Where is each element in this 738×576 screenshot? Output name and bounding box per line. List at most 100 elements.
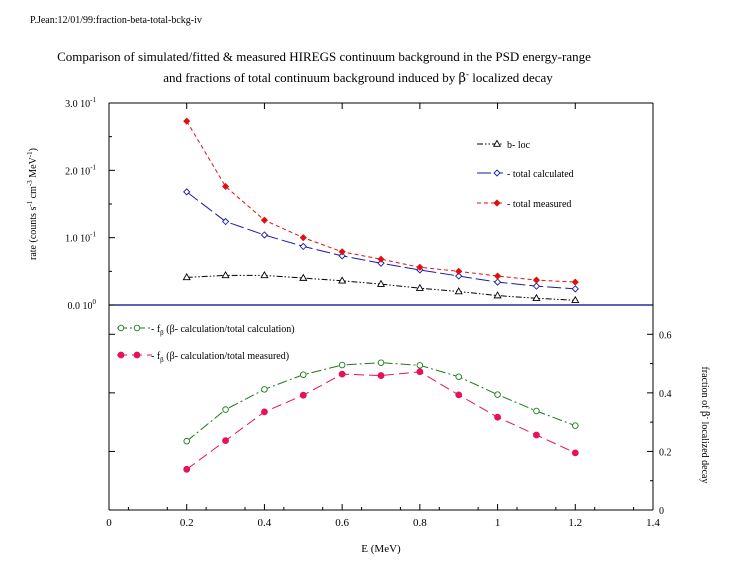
legend-marker	[493, 199, 501, 207]
rate-data-point	[571, 278, 579, 286]
fraction-data-point	[222, 406, 229, 413]
fraction-data-point	[533, 431, 540, 439]
ylabel-right-part-b: localized decay	[699, 419, 710, 483]
fraction-data-point	[377, 359, 385, 366]
rate-data-point	[376, 279, 386, 287]
fraction-data-point	[571, 449, 579, 457]
y-tick-base: 3.0 10	[65, 99, 90, 110]
legend-layer: b- loc - total calculated - total measure…	[117, 139, 574, 364]
ylabel-part-c: MeV	[28, 156, 39, 180]
rate-data-point	[493, 291, 502, 299]
legend-label: b- loc	[507, 140, 531, 151]
legend-marker	[133, 324, 141, 332]
x-tick-label: 0	[106, 517, 112, 529]
legend-label-subscript: β	[160, 356, 164, 364]
chart-title-line-2: and fractions of total continuum backgro…	[163, 69, 553, 86]
fraction-data-point	[416, 368, 424, 376]
ylabel-sup-1: -1	[26, 200, 34, 206]
legend-label-rest: (β- calculation/total measured)	[164, 351, 289, 362]
y-tick-exponent: -1	[90, 163, 96, 171]
ylabel-sup-3: -1	[26, 151, 34, 157]
fraction-data-point	[261, 408, 268, 416]
rate-data-point	[532, 276, 540, 284]
fraction-data-point	[299, 391, 307, 399]
y-tick-exponent: -1	[90, 231, 96, 239]
x-tick-label: 1	[495, 517, 501, 529]
ylabel-part-d: )	[28, 148, 39, 151]
legend-marker	[117, 324, 125, 332]
legend-label-prefix: - f	[151, 351, 161, 362]
fraction-data-point	[261, 386, 268, 393]
rate-data-point	[221, 217, 230, 226]
ylabel-right-beta: β	[699, 411, 710, 417]
fraction-data-point	[377, 372, 385, 379]
ylabel-part-b: cm	[28, 186, 39, 201]
rate-data-point	[377, 255, 385, 263]
rate-data-point	[571, 295, 580, 304]
rate-data-point	[377, 259, 385, 267]
rate-data-point	[455, 272, 463, 280]
legend-marker	[492, 139, 502, 147]
rate-series-line-0	[186, 274, 576, 301]
fraction-data-point	[494, 413, 501, 421]
y-tick-base: 2.0 10	[65, 166, 90, 177]
chart-title-line-1: Comparison of simulated/fitted & measure…	[57, 49, 591, 64]
x-tick-label: 0.6	[335, 517, 349, 529]
ylabel-right-sup: -	[704, 417, 712, 420]
fraction-series-line-0	[186, 362, 576, 442]
rate-data-point	[338, 276, 347, 284]
rate-data-point	[299, 242, 307, 251]
rate-data-point	[182, 272, 191, 281]
fraction-data-point	[222, 437, 229, 444]
title-beta-superscript: -	[466, 69, 469, 79]
legend-label-subscript: β	[160, 329, 164, 337]
fraction-data-point	[300, 371, 307, 378]
plot-frame	[108, 102, 654, 511]
title-line-2-prefix: and fractions of total continuum backgro…	[163, 70, 458, 85]
rate-data-point	[260, 231, 269, 239]
legend-marker	[133, 351, 141, 359]
rate-data-point	[532, 282, 541, 290]
fraction-data-point	[455, 391, 463, 399]
y-tick-base: 0.0 10	[68, 301, 93, 312]
rate-data-point	[260, 270, 269, 279]
ylabel-part-a: rate (counts s	[28, 207, 39, 260]
x-tick-label: 1.2	[568, 517, 582, 529]
fraction-data-point	[455, 373, 462, 381]
y-tick-exponent: 0	[93, 298, 97, 306]
title-beta-symbol: β	[459, 71, 467, 86]
legend-label-rest: (β- calculation/total calculation)	[164, 324, 295, 335]
y-tick-label-right: 0.4	[659, 389, 672, 400]
y-tick-label-right: 0.6	[659, 330, 672, 341]
rate-data-point	[493, 278, 502, 286]
legend-label: - total measured	[507, 199, 571, 210]
fraction-data-point	[533, 407, 540, 415]
y-tick-label-right: 0	[659, 506, 664, 517]
y-tick-label-left: 1.0 10-1	[65, 231, 96, 245]
rate-data-point	[455, 267, 463, 275]
rate-data-point	[260, 216, 268, 224]
y-tick-base: 1.0 10	[65, 234, 90, 245]
x-tick-label: 0.8	[413, 517, 427, 529]
fraction-data-point	[416, 362, 424, 369]
rate-data-point	[532, 293, 541, 302]
rate-data-point	[571, 285, 579, 293]
rate-data-point	[416, 263, 424, 271]
legend-marker	[493, 169, 501, 177]
series-layer	[182, 117, 580, 473]
x-tick-label: 0.2	[180, 517, 194, 529]
rate-data-point	[338, 248, 346, 256]
rate-data-point	[222, 182, 230, 191]
y-tick-label-left: 2.0 10-1	[65, 163, 96, 177]
rate-data-point	[299, 234, 307, 242]
rate-data-point	[415, 283, 424, 291]
title-line-2-suffix: localized decay	[469, 70, 553, 85]
rate-data-point	[221, 270, 230, 279]
rate-data-point	[183, 188, 191, 196]
rate-data-point	[183, 117, 191, 125]
fraction-data-point	[338, 370, 346, 378]
fraction-data-point	[572, 422, 579, 429]
rate-series-line-2	[186, 120, 576, 283]
header-stamp: P.Jean:12/01/99:fraction-beta-total-bckg…	[30, 15, 202, 26]
